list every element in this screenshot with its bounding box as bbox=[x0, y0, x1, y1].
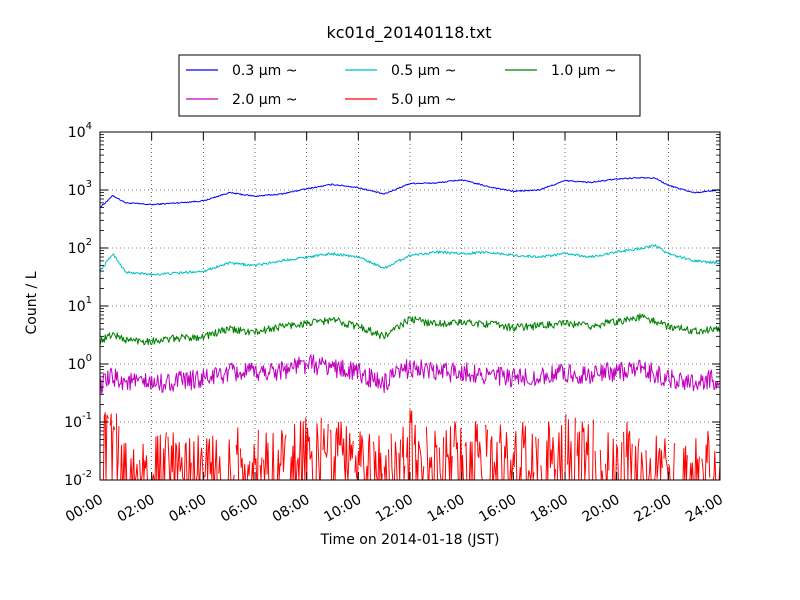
legend-label: 0.5 μm ~ bbox=[391, 63, 456, 79]
series-line bbox=[99, 354, 721, 397]
y-tick-label: 101 bbox=[68, 295, 92, 315]
legend-frame bbox=[178, 54, 641, 117]
series-line bbox=[99, 244, 721, 276]
y-tick-label: 104 bbox=[68, 121, 92, 141]
y-tick-label: 10-2 bbox=[64, 469, 92, 489]
legend-label: 2.0 μm ~ bbox=[232, 92, 297, 108]
legend-label: 5.0 μm ~ bbox=[391, 92, 456, 108]
series-line bbox=[99, 313, 721, 346]
chart-title: kc01d_20140118.txt bbox=[326, 23, 491, 43]
y-tick-label: 10-1 bbox=[64, 411, 92, 431]
legend-label: 0.3 μm ~ bbox=[232, 63, 297, 79]
legend: 0.3 μm ~ 0.5 μm ~ 1.0 μm ~ 2.0 μm ~ 5.0 μm ~ bbox=[178, 54, 641, 117]
x-axis-label: Time on 2014-01-18 (JST) bbox=[320, 532, 500, 548]
series-line bbox=[99, 176, 721, 209]
y-tick-label: 100 bbox=[68, 353, 92, 373]
legend-label: 1.0 μm ~ bbox=[551, 63, 616, 79]
y-tick-label: 103 bbox=[68, 179, 92, 199]
y-axis-label: Count / L bbox=[24, 271, 40, 334]
y-tick-label: 102 bbox=[68, 237, 92, 257]
